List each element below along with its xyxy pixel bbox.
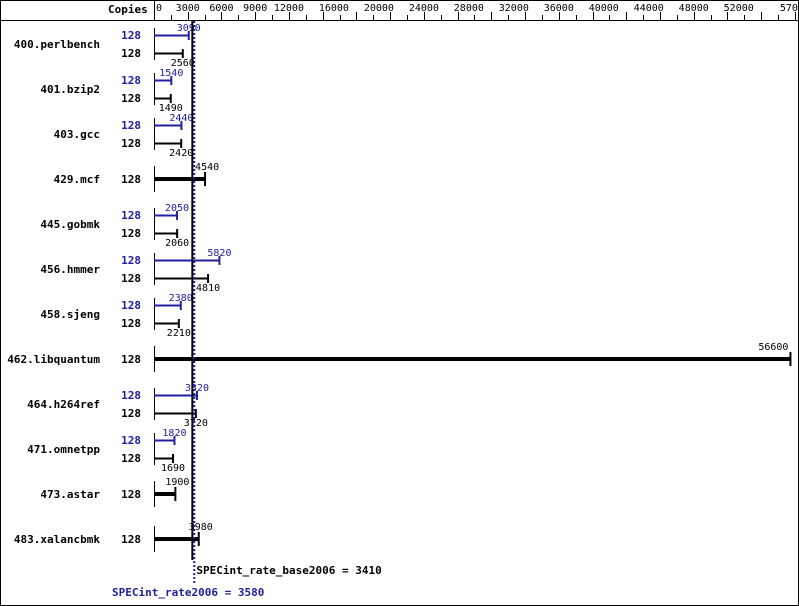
x-tick-label: 57000 xyxy=(780,3,799,14)
peak-copies: 128 xyxy=(121,209,141,222)
peak-value-label: 2050 xyxy=(165,203,189,214)
x-tick-label: 3000 xyxy=(176,3,200,14)
peak-copies: 128 xyxy=(121,299,141,312)
x-tick-label: 0 xyxy=(156,3,162,14)
copies-header: Copies xyxy=(108,3,148,16)
peak-value-label: 3820 xyxy=(185,383,209,394)
base-copies: 128 xyxy=(121,137,141,150)
base-value-label: 4810 xyxy=(196,283,220,294)
peak-value-label: 2440 xyxy=(169,113,193,124)
x-tick-label: 40000 xyxy=(589,3,619,14)
peak-value-label: 3090 xyxy=(177,23,201,34)
base-copies: 128 xyxy=(121,452,141,465)
x-tick-label: 44000 xyxy=(634,3,664,14)
benchmark-label: 483.xalancbmk xyxy=(14,533,100,546)
base-copies: 128 xyxy=(121,488,141,501)
benchmark-label: 458.sjeng xyxy=(40,308,100,321)
x-tick-label: 52000 xyxy=(724,3,754,14)
x-tick-label: 28000 xyxy=(454,3,484,14)
x-tick-label: 20000 xyxy=(364,3,394,14)
benchmark-label: 445.gobmk xyxy=(40,218,100,231)
x-tick-label: 24000 xyxy=(409,3,439,14)
base-value-label: 2210 xyxy=(167,328,191,339)
base-copies: 128 xyxy=(121,407,141,420)
peak-copies: 128 xyxy=(121,29,141,42)
base-copies: 128 xyxy=(121,533,141,546)
base-value-label: 2560 xyxy=(171,58,195,69)
peak-copies: 128 xyxy=(121,434,141,447)
base-copies: 128 xyxy=(121,317,141,330)
benchmark-label: 462.libquantum xyxy=(7,353,100,366)
peak-value-label: 2380 xyxy=(169,293,193,304)
base-metric-label: SPECint_rate_base2006 = 3410 xyxy=(196,564,381,577)
x-tick-label: 6000 xyxy=(209,3,233,14)
base-value-label: 56600 xyxy=(758,342,788,353)
benchmark-label: 464.h264ref xyxy=(27,398,100,411)
benchmark-label: 456.hmmer xyxy=(40,263,100,276)
base-value-label: 4540 xyxy=(195,162,219,173)
benchmark-label: 401.bzip2 xyxy=(40,83,100,96)
x-tick-label: 36000 xyxy=(544,3,574,14)
base-value-label: 2420 xyxy=(169,148,193,159)
base-copies: 128 xyxy=(121,272,141,285)
peak-copies: 128 xyxy=(121,119,141,132)
benchmark-label: 400.perlbench xyxy=(14,38,100,51)
peak-value-label: 1820 xyxy=(162,428,186,439)
base-copies: 128 xyxy=(121,227,141,240)
base-copies: 128 xyxy=(121,353,141,366)
x-tick-label: 16000 xyxy=(319,3,349,14)
benchmark-label: 403.gcc xyxy=(54,128,100,141)
base-value-label: 1690 xyxy=(161,463,185,474)
peak-copies: 128 xyxy=(121,389,141,402)
base-copies: 128 xyxy=(121,173,141,186)
base-value-label: 2060 xyxy=(165,238,189,249)
peak-copies: 128 xyxy=(121,254,141,267)
base-copies: 128 xyxy=(121,47,141,60)
x-tick-label: 32000 xyxy=(499,3,529,14)
peak-value-label: 1540 xyxy=(159,68,183,79)
x-tick-label: 9000 xyxy=(243,3,267,14)
base-copies: 128 xyxy=(121,92,141,105)
peak-value-label: 5820 xyxy=(207,248,231,259)
base-value-label: 3720 xyxy=(184,418,208,429)
base-value-label: 1490 xyxy=(159,103,183,114)
peak-copies: 128 xyxy=(121,74,141,87)
benchmark-label: 429.mcf xyxy=(54,173,100,186)
benchmark-label: 471.omnetpp xyxy=(27,443,100,456)
x-tick-label: 12000 xyxy=(274,3,304,14)
base-value-label: 3980 xyxy=(189,522,213,533)
x-tick-label: 48000 xyxy=(679,3,709,14)
base-value-label: 1900 xyxy=(165,477,189,488)
peak-metric-label: SPECint_rate2006 = 3580 xyxy=(112,586,264,599)
benchmark-label: 473.astar xyxy=(40,488,100,501)
